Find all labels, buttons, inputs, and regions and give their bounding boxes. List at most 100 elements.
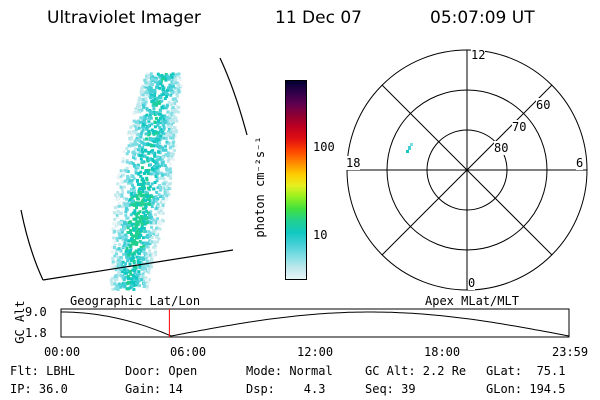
aurora-pixel [147, 230, 151, 234]
aurora-pixel [146, 76, 150, 79]
aurora-pixel [165, 190, 169, 194]
aurora-pixel [150, 111, 154, 115]
aurora-pixel [122, 252, 125, 256]
aurora-pixel [124, 249, 128, 253]
aurora-pixel [126, 256, 130, 260]
altitude-timeline[interactable] [60, 308, 571, 339]
aurora-pixel [158, 171, 162, 175]
aurora-pixel [136, 203, 140, 207]
aurora-pixel [156, 226, 160, 230]
aurora-pixel [150, 128, 154, 132]
aurora-pixel [129, 213, 133, 217]
aurora-pixel [126, 216, 130, 220]
aurora-pixel [149, 216, 153, 220]
aurora-pixel [149, 83, 152, 87]
dsp-info: Dsp: 4.3 [246, 382, 326, 396]
aurora-pixel [155, 217, 159, 221]
aurora-pixel [113, 282, 117, 286]
aurora-pixel [166, 119, 170, 123]
aurora-pixel [137, 256, 141, 259]
aurora-pixel [160, 114, 164, 118]
aurora-pixel [152, 144, 156, 148]
aurora-pixel [141, 146, 145, 150]
aurora-pixel [155, 159, 159, 163]
aurora-pixel [131, 162, 135, 166]
aurora-pixel [168, 119, 172, 123]
aurora-pixel [165, 76, 169, 80]
aurora-pixel [164, 144, 167, 148]
aurora-pixel [153, 244, 157, 248]
aurora-pixel [173, 97, 177, 101]
aurora-pixel [162, 136, 166, 140]
aurora-pixel [136, 106, 140, 110]
aurora-pixel [150, 182, 154, 186]
aurora-pixel [142, 105, 146, 109]
aurora-pixel [173, 99, 177, 103]
aurora-pixel [128, 245, 132, 249]
aurora-pixel [177, 83, 181, 87]
aurora-pixel [125, 166, 129, 170]
aurora-pixel [128, 250, 132, 253]
aurora-pixel [137, 211, 140, 215]
aurora-pixel [133, 142, 137, 146]
aurora-pixel [145, 178, 149, 182]
aurora-pixel [120, 264, 124, 268]
aurora-pixel [154, 174, 158, 178]
colorbar-tick-100: 100 [313, 140, 335, 154]
aurora-pixel [156, 83, 160, 87]
aurora-pixel [138, 120, 142, 124]
aurora-pixel [156, 72, 160, 76]
aurora-pixel [161, 182, 165, 186]
aurora-pixel [173, 110, 177, 114]
aurora-pixel [158, 187, 162, 191]
aurora-pixel [126, 270, 130, 274]
aurora-pixel [117, 247, 121, 251]
aurora-pixel [171, 97, 175, 101]
aurora-pixel [132, 111, 136, 115]
aurora-pixel [144, 149, 148, 153]
aurora-pixel [148, 137, 152, 140]
aurora-pixel [154, 213, 157, 217]
aurora-pixel [159, 145, 163, 149]
aurora-pixel [129, 237, 133, 241]
aurora-pixel [140, 226, 144, 230]
aurora-pixel [128, 224, 132, 228]
aurora-pixel [147, 151, 151, 154]
aurora-pixel [140, 148, 144, 152]
aurora-pixel [140, 166, 144, 170]
aurora-pixel [149, 96, 153, 100]
aurora-pixel [130, 196, 134, 200]
aurora-pixel [141, 90, 145, 94]
aurora-pixel [139, 191, 143, 194]
aurora-pixel [130, 183, 134, 187]
aurora-pixel [160, 73, 164, 77]
aurora-pixel [119, 274, 123, 278]
polar-emission-spot [408, 146, 411, 150]
aurora-pixel [125, 255, 129, 259]
aurora-pixel [135, 273, 139, 277]
aurora-pixel [150, 205, 154, 209]
aurora-pixel [135, 255, 139, 259]
aurora-pixel [179, 84, 183, 88]
aurora-pixel [142, 138, 146, 141]
aurora-pixel [143, 103, 147, 107]
polar-emission-spot [410, 143, 413, 146]
aurora-pixel [147, 271, 151, 274]
aurora-pixel [155, 226, 159, 230]
aurora-pixel [132, 177, 136, 181]
aurora-pixel [134, 217, 138, 221]
aurora-pixel [132, 124, 136, 127]
aurora-pixel [145, 284, 149, 288]
aurora-pixel [138, 144, 141, 148]
aurora-pixel [171, 102, 175, 106]
aurora-pixel [145, 278, 149, 282]
aurora-pixel [145, 176, 149, 180]
aurora-pixel [115, 277, 119, 281]
aurora-pixel [144, 229, 148, 233]
aurora-pixel [149, 116, 153, 120]
aurora-pixel [174, 81, 178, 85]
aurora-pixel [142, 211, 146, 215]
aurora-pixel [138, 252, 142, 256]
aurora-pixel [116, 209, 120, 213]
aurora-pixel [117, 282, 121, 286]
